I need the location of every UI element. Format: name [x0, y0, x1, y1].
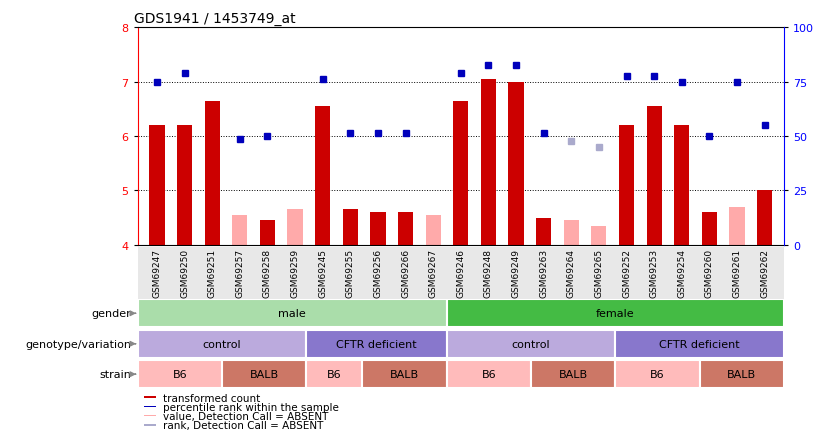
Text: BALB: BALB [390, 369, 420, 379]
Bar [363, 360, 447, 388]
Bar [509, 82, 524, 245]
Bar [531, 360, 615, 388]
Bar [370, 213, 385, 245]
Bar [615, 360, 700, 388]
Text: transformed count: transformed count [163, 393, 261, 403]
Text: GSM69259: GSM69259 [290, 249, 299, 298]
Text: BALB: BALB [559, 369, 588, 379]
Bar [425, 215, 440, 245]
Bar [453, 102, 469, 245]
Text: value, Detection Call = ABSENT: value, Detection Call = ABSENT [163, 411, 329, 421]
Bar [306, 330, 447, 358]
Bar [447, 299, 784, 328]
Text: GSM69254: GSM69254 [677, 249, 686, 298]
Bar [615, 330, 784, 358]
Text: GSM69247: GSM69247 [153, 249, 162, 298]
Text: BALB: BALB [727, 369, 756, 379]
Bar [144, 397, 156, 398]
Bar [343, 210, 358, 245]
Text: GSM69264: GSM69264 [567, 249, 575, 298]
Text: GSM69245: GSM69245 [319, 249, 327, 298]
Text: B6: B6 [327, 369, 342, 379]
Bar [536, 218, 551, 245]
Bar [646, 107, 661, 245]
Bar [315, 107, 330, 245]
Bar [447, 360, 531, 388]
Text: B6: B6 [173, 369, 187, 379]
Bar [204, 102, 220, 245]
Text: male: male [279, 309, 306, 319]
Text: GSM69258: GSM69258 [263, 249, 272, 298]
Text: BALB: BALB [249, 369, 279, 379]
Text: GSM69256: GSM69256 [374, 249, 383, 298]
Text: rank, Detection Call = ABSENT: rank, Detection Call = ABSENT [163, 420, 324, 430]
Bar [619, 126, 634, 245]
Text: B6: B6 [651, 369, 665, 379]
Bar [591, 226, 606, 245]
Text: percentile rank within the sample: percentile rank within the sample [163, 402, 339, 412]
Text: control: control [203, 339, 241, 349]
Bar [144, 406, 156, 408]
Text: gender: gender [92, 309, 131, 319]
Bar [260, 221, 275, 245]
Text: GSM69267: GSM69267 [429, 249, 438, 298]
Text: GSM69251: GSM69251 [208, 249, 217, 298]
Bar [757, 191, 772, 245]
Bar [144, 414, 156, 417]
Text: GSM69255: GSM69255 [346, 249, 354, 298]
Bar [144, 424, 156, 426]
Text: CFTR deficient: CFTR deficient [336, 339, 417, 349]
Text: GSM69250: GSM69250 [180, 249, 189, 298]
Text: GSM69260: GSM69260 [705, 249, 714, 298]
Text: GSM69265: GSM69265 [595, 249, 603, 298]
Bar [730, 207, 745, 245]
Bar [222, 360, 306, 388]
Bar [177, 126, 192, 245]
Text: GSM69249: GSM69249 [511, 249, 520, 298]
Text: genotype/variation: genotype/variation [25, 339, 131, 349]
Bar [232, 215, 248, 245]
Bar [138, 330, 306, 358]
Text: strain: strain [99, 369, 131, 379]
Text: GSM69266: GSM69266 [401, 249, 410, 298]
Bar [288, 210, 303, 245]
Bar [149, 126, 164, 245]
Text: CFTR deficient: CFTR deficient [660, 339, 740, 349]
Text: GSM69253: GSM69253 [650, 249, 659, 298]
Text: GSM69246: GSM69246 [456, 249, 465, 298]
Bar [447, 330, 615, 358]
Bar [481, 80, 496, 245]
Text: B6: B6 [481, 369, 496, 379]
Text: GSM69257: GSM69257 [235, 249, 244, 298]
Bar [701, 213, 717, 245]
Text: GSM69261: GSM69261 [732, 249, 741, 298]
Bar [700, 360, 784, 388]
Text: control: control [512, 339, 550, 349]
Bar [564, 221, 579, 245]
Bar [138, 360, 222, 388]
Text: GSM69263: GSM69263 [539, 249, 548, 298]
Bar [138, 299, 447, 328]
Text: GDS1941 / 1453749_at: GDS1941 / 1453749_at [134, 12, 296, 26]
Bar [306, 360, 363, 388]
Text: GSM69252: GSM69252 [622, 249, 631, 298]
Bar [674, 126, 690, 245]
Text: GSM69262: GSM69262 [760, 249, 769, 298]
Text: female: female [596, 309, 635, 319]
Bar [398, 213, 413, 245]
Text: GSM69248: GSM69248 [484, 249, 493, 298]
